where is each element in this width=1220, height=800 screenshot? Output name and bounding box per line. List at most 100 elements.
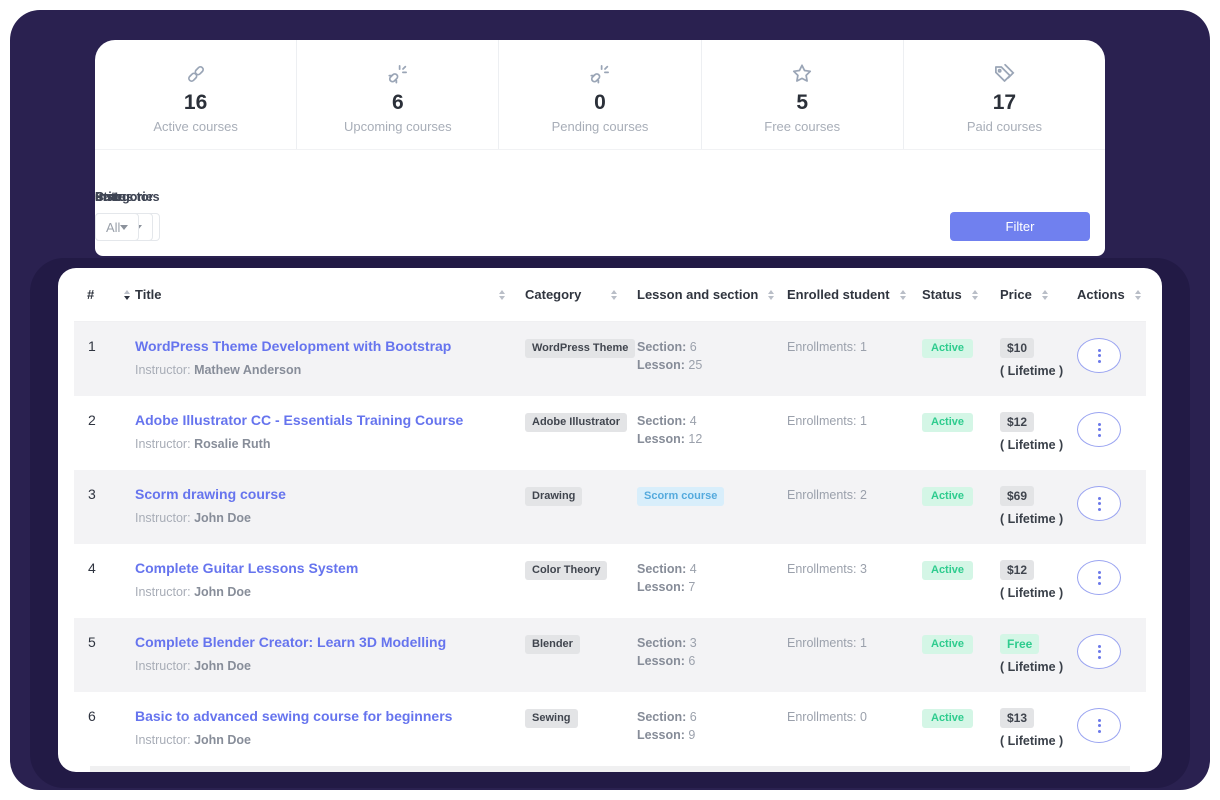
lesson-line: Lesson: 12 — [637, 432, 703, 446]
stat-card: 17 Paid courses — [904, 40, 1105, 149]
filter-select[interactable]: All — [95, 213, 140, 241]
row-number: 1 — [88, 338, 96, 354]
column-header[interactable]: # — [74, 287, 132, 302]
section-line: Section: 6 — [637, 710, 697, 724]
instructor-line: Instructor: John Doe — [135, 733, 525, 747]
price-cell: $12 ( Lifetime ) — [1000, 396, 1077, 470]
enrollments-line: Enrollments: 0 — [787, 710, 867, 724]
stat-label: Paid courses — [966, 119, 1042, 134]
row-number: 2 — [88, 412, 96, 428]
stat-card: 0 Pending courses — [499, 40, 702, 149]
sort-icon[interactable] — [899, 289, 906, 300]
enrollments-cell: Enrollments: 1 — [787, 322, 922, 396]
title-cell: WordPress Theme Development with Bootstr… — [132, 322, 525, 396]
lesson-section-lines: Section: 6 Lesson: 25 — [637, 338, 787, 374]
price-badge: $12 — [1000, 560, 1035, 581]
category-badge: Sewing — [525, 709, 578, 729]
table-row: 6 Basic to advanced sewing course for be… — [74, 692, 1146, 766]
row-number: 3 — [88, 486, 96, 502]
instructor-name: Mathew Anderson — [194, 362, 302, 377]
category-cell: Sewing — [525, 692, 637, 766]
lesson-section-cell: Section: 4 Lesson: 7 — [637, 544, 787, 618]
course-title-link[interactable]: Basic to advanced sewing course for begi… — [135, 708, 453, 724]
instructor-label: Instructor: — [135, 436, 191, 451]
row-actions-button[interactable] — [1077, 338, 1121, 373]
price-cell: $69 ( Lifetime ) — [1000, 470, 1077, 544]
title-cell: Complete Guitar Lessons System Instructo… — [132, 544, 525, 618]
row-actions-button[interactable] — [1077, 412, 1121, 447]
lesson-line: Lesson: 9 — [637, 728, 696, 742]
unlink-icon — [587, 61, 613, 87]
section-line: Section: 6 — [637, 340, 697, 354]
stat-value: 6 — [391, 91, 404, 114]
row-actions-button[interactable] — [1077, 486, 1121, 521]
sort-icon[interactable] — [611, 289, 617, 300]
actions-cell — [1077, 322, 1146, 396]
price-cell: $10 ( Lifetime ) — [1000, 322, 1077, 396]
title-cell: Basic to advanced sewing course for begi… — [132, 692, 525, 766]
lesson-section-cell: Section: 6 Lesson: 25 — [637, 322, 787, 396]
row-actions-button[interactable] — [1077, 708, 1121, 743]
row-actions-button[interactable] — [1077, 634, 1121, 669]
column-header[interactable]: Title — [132, 287, 525, 302]
unlink-icon — [385, 61, 411, 87]
lesson-section-cell: Section: 4 Lesson: 12 — [637, 396, 787, 470]
column-header-label: Actions — [1077, 287, 1125, 302]
status-badge: Active — [922, 339, 974, 359]
status-cell: Active — [922, 322, 1000, 396]
section-line: Section: 4 — [637, 562, 697, 576]
instructor-line: Instructor: John Doe — [135, 585, 525, 599]
enrollments-cell: Enrollments: 1 — [787, 618, 922, 692]
sort-icon[interactable] — [499, 289, 505, 300]
stat-card: 16 Active courses — [95, 40, 298, 149]
lesson-line: Lesson: 6 — [637, 654, 696, 668]
filter-label: Price — [95, 190, 126, 204]
column-header-label: Status — [922, 287, 962, 302]
link-icon — [183, 61, 209, 87]
course-title-link[interactable]: Adobe Illustrator CC - Essentials Traini… — [135, 412, 464, 428]
instructor-line: Instructor: John Doe — [135, 659, 525, 673]
sort-icon[interactable] — [971, 289, 978, 300]
row-actions-button[interactable] — [1077, 560, 1121, 595]
column-header[interactable]: Actions — [1077, 287, 1146, 302]
lesson-section-lines: Section: 4 Lesson: 7 — [637, 560, 787, 596]
column-header[interactable]: Lesson and section — [637, 287, 787, 302]
sort-icon[interactable] — [1134, 289, 1141, 300]
lesson-section-lines: Section: 3 Lesson: 6 — [637, 634, 787, 670]
course-title-link[interactable]: Complete Blender Creator: Learn 3D Model… — [135, 634, 447, 650]
price-duration: ( Lifetime ) — [1000, 512, 1064, 527]
column-header[interactable]: Enrolled student — [787, 287, 922, 302]
price-duration: ( Lifetime ) — [1000, 734, 1064, 749]
category-badge: WordPress Theme — [525, 339, 636, 359]
instructor-label: Instructor: — [135, 732, 191, 747]
sort-icon[interactable] — [768, 289, 775, 300]
course-title-link[interactable]: Scorm drawing course — [135, 486, 286, 502]
course-title-link[interactable]: Complete Guitar Lessons System — [135, 560, 359, 576]
row-number: 6 — [88, 708, 96, 724]
status-badge: Active — [922, 635, 974, 655]
sort-icon[interactable] — [1041, 289, 1048, 300]
enrollments-cell: Enrollments: 2 — [787, 470, 922, 544]
column-header[interactable]: Status — [922, 287, 1000, 302]
stat-label: Upcoming courses — [343, 119, 452, 134]
price-badge: $13 — [1000, 708, 1035, 729]
scorm-course-badge: Scorm course — [637, 487, 725, 507]
category-badge: Blender — [525, 635, 580, 655]
lesson-line: Lesson: 7 — [637, 580, 696, 594]
price-duration: ( Lifetime ) — [1000, 660, 1064, 675]
enrollments-line: Enrollments: 1 — [787, 636, 867, 650]
lesson-section-cell: Scorm course — [637, 470, 787, 544]
instructor-name: Rosalie Ruth — [194, 436, 271, 451]
column-header[interactable]: Category — [525, 287, 637, 302]
column-header[interactable]: Price — [1000, 287, 1077, 302]
category-cell: Drawing — [525, 470, 637, 544]
table-footer-strip — [90, 766, 1130, 772]
actions-cell — [1077, 396, 1146, 470]
filter-button[interactable]: Filter — [950, 212, 1090, 241]
sort-icon[interactable] — [124, 289, 130, 300]
price-badge: $10 — [1000, 338, 1035, 359]
instructor-line: Instructor: Rosalie Ruth — [135, 437, 525, 451]
category-badge: Color Theory — [525, 561, 608, 581]
course-title-link[interactable]: WordPress Theme Development with Bootstr… — [135, 338, 452, 354]
status-badge: Active — [922, 413, 974, 433]
